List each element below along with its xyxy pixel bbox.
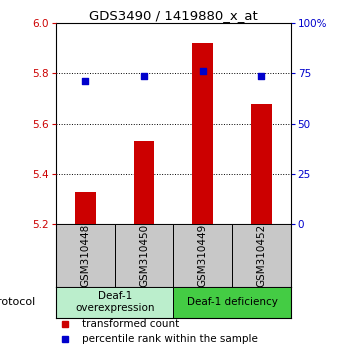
Text: Deaf-1 deficiency: Deaf-1 deficiency <box>187 297 277 307</box>
Title: GDS3490 / 1419880_x_at: GDS3490 / 1419880_x_at <box>89 9 258 22</box>
Bar <box>56 224 115 287</box>
Point <box>83 79 88 84</box>
Bar <box>192 43 213 224</box>
Text: percentile rank within the sample: percentile rank within the sample <box>82 334 258 344</box>
Bar <box>115 224 173 287</box>
Text: protocol: protocol <box>0 297 36 307</box>
Text: Deaf-1
overexpression: Deaf-1 overexpression <box>75 291 154 313</box>
Bar <box>173 287 291 318</box>
Point <box>200 68 205 74</box>
Text: GSM310450: GSM310450 <box>139 224 149 287</box>
Point <box>259 74 264 79</box>
Bar <box>173 224 232 287</box>
Point <box>141 74 147 79</box>
Text: GSM310452: GSM310452 <box>256 224 266 287</box>
Bar <box>56 287 173 318</box>
Text: GSM310448: GSM310448 <box>81 224 90 287</box>
Bar <box>75 192 96 224</box>
Text: transformed count: transformed count <box>82 319 179 329</box>
Bar <box>134 141 154 224</box>
Bar <box>232 224 291 287</box>
Bar <box>251 104 272 224</box>
Text: GSM310449: GSM310449 <box>198 224 208 287</box>
